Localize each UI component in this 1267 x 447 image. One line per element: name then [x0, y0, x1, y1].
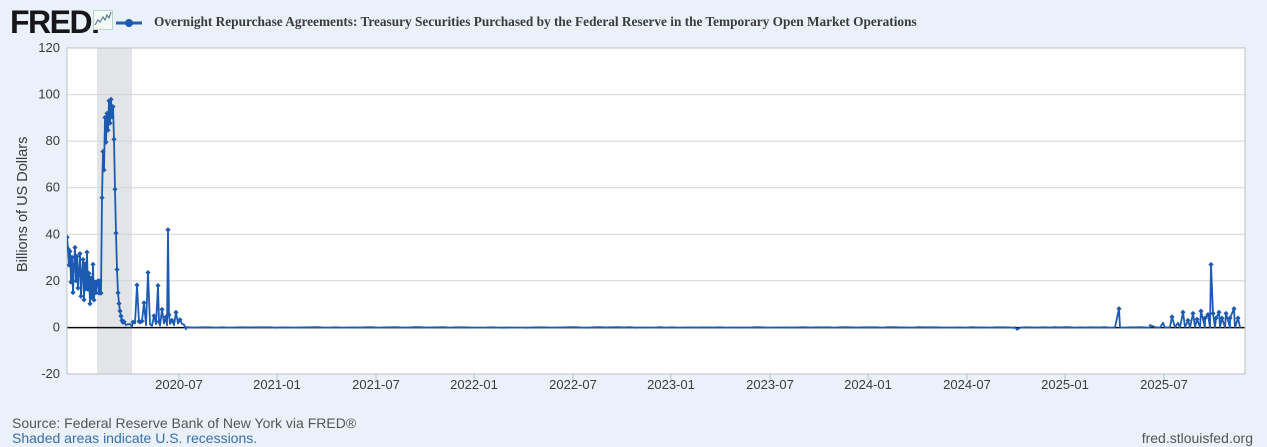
- svg-text:-20: -20: [41, 366, 60, 381]
- svg-text:2024-07: 2024-07: [943, 377, 991, 392]
- svg-text:2025-01: 2025-01: [1041, 377, 1089, 392]
- svg-text:2020-07: 2020-07: [155, 377, 203, 392]
- svg-text:2022-01: 2022-01: [450, 377, 498, 392]
- svg-text:0: 0: [53, 319, 60, 334]
- svg-text:60: 60: [46, 180, 60, 195]
- svg-text:2021-07: 2021-07: [352, 377, 400, 392]
- svg-text:2024-01: 2024-01: [844, 377, 892, 392]
- svg-text:80: 80: [46, 133, 60, 148]
- svg-text:100: 100: [38, 87, 60, 102]
- svg-text:2023-01: 2023-01: [647, 377, 695, 392]
- svg-text:40: 40: [46, 226, 60, 241]
- svg-text:2021-01: 2021-01: [253, 377, 301, 392]
- svg-text:2023-07: 2023-07: [746, 377, 794, 392]
- svg-text:2022-07: 2022-07: [549, 377, 597, 392]
- svg-text:120: 120: [38, 40, 60, 55]
- svg-text:20: 20: [46, 273, 60, 288]
- svg-text:2025-07: 2025-07: [1140, 377, 1188, 392]
